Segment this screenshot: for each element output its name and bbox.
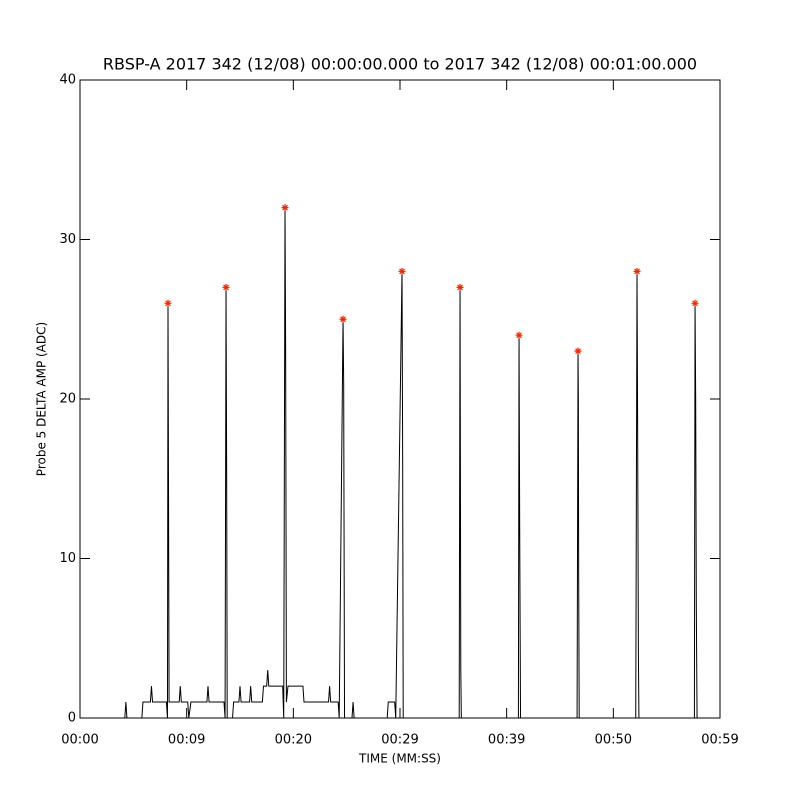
x-tick-label: 00:39 — [488, 733, 525, 748]
y-tick-label: 0 — [68, 711, 76, 726]
x-axis-label: TIME (MM:SS) — [358, 752, 441, 766]
y-tick-label: 20 — [59, 392, 76, 407]
chart-title: RBSP-A 2017 342 (12/08) 00:00:00.000 to … — [103, 55, 697, 74]
peak-marker — [398, 267, 406, 275]
peak-marker — [281, 204, 289, 212]
peak-marker — [633, 267, 641, 275]
peak-marker — [222, 283, 230, 291]
x-tick-label: 00:59 — [701, 733, 738, 748]
x-tick-label: 00:20 — [275, 733, 312, 748]
x-tick-label: 00:29 — [381, 733, 418, 748]
x-tick-label: 00:00 — [61, 733, 98, 748]
y-tick-label: 40 — [59, 73, 76, 88]
x-tick-label: 00:50 — [595, 733, 632, 748]
peak-marker — [691, 299, 699, 307]
y-tick-label: 30 — [59, 232, 76, 247]
y-axis-label: Probe 5 DELTA AMP (ADC) — [35, 322, 49, 476]
peak-marker — [456, 283, 464, 291]
peak-marker — [515, 331, 523, 339]
x-tick-label: 00:09 — [168, 733, 205, 748]
data-line — [80, 207, 720, 719]
peak-marker — [574, 347, 582, 355]
peak-marker — [339, 315, 347, 323]
y-tick-label: 10 — [59, 551, 76, 566]
peak-marker — [164, 299, 172, 307]
